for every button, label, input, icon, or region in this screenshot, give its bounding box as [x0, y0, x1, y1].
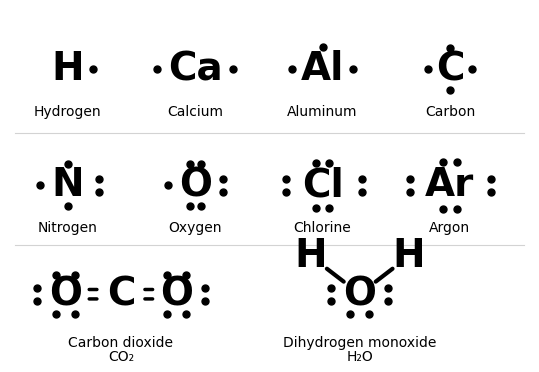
Text: Ca: Ca	[168, 51, 223, 89]
Text: H: H	[295, 237, 327, 275]
Text: H₂O: H₂O	[347, 350, 373, 365]
Text: Oxygen: Oxygen	[169, 221, 222, 235]
Text: C: C	[107, 275, 135, 313]
Text: Cl: Cl	[302, 166, 343, 205]
Text: Carbon: Carbon	[425, 105, 475, 119]
Text: Nitrogen: Nitrogen	[38, 221, 98, 235]
Text: O: O	[343, 275, 376, 313]
Text: H: H	[392, 237, 425, 275]
Text: H: H	[52, 51, 84, 89]
Text: Al: Al	[301, 51, 344, 89]
Text: Aluminum: Aluminum	[287, 105, 358, 119]
Text: Hydrogen: Hydrogen	[34, 105, 102, 119]
Text: O: O	[160, 275, 193, 313]
Text: O: O	[179, 166, 212, 205]
Text: C: C	[436, 51, 464, 89]
Text: Dihydrogen monoxide: Dihydrogen monoxide	[283, 336, 437, 350]
Text: CO₂: CO₂	[108, 350, 134, 365]
Text: Chlorine: Chlorine	[294, 221, 351, 235]
Text: Ar: Ar	[425, 166, 474, 205]
Text: Calcium: Calcium	[167, 105, 223, 119]
Text: O: O	[49, 275, 82, 313]
Text: Carbon dioxide: Carbon dioxide	[68, 336, 174, 350]
Text: Argon: Argon	[430, 221, 471, 235]
Text: N: N	[52, 166, 84, 205]
